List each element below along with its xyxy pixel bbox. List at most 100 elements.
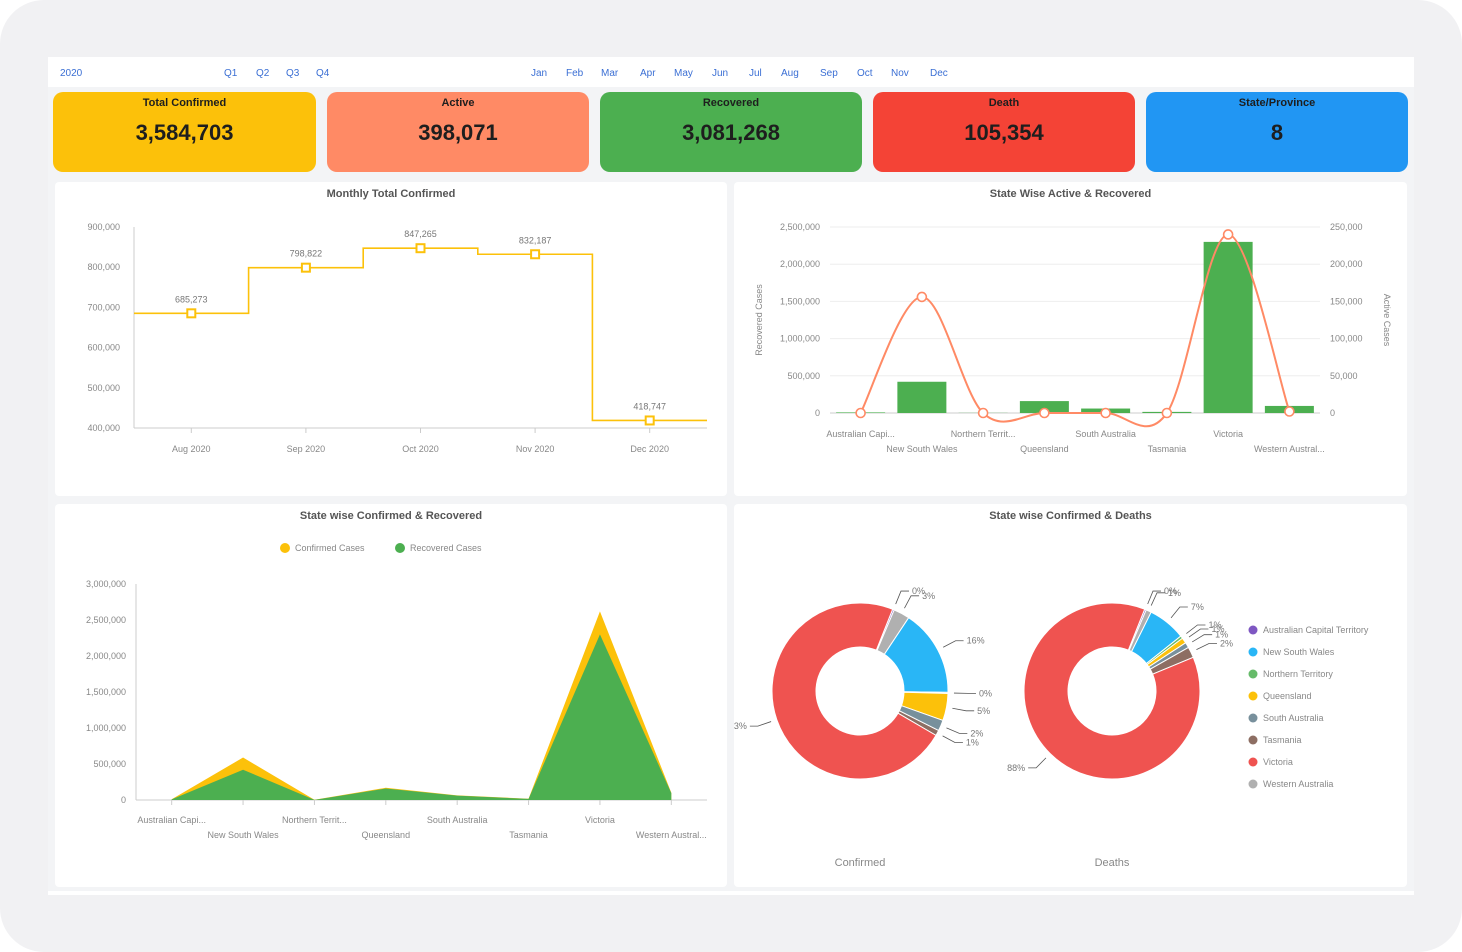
label-leader-line xyxy=(749,721,772,727)
slice-label: 73% xyxy=(734,721,747,731)
panel-title: State Wise Active & Recovered xyxy=(989,188,1152,200)
slice-label: 0% xyxy=(979,688,992,698)
legend-marker xyxy=(1248,779,1258,789)
kpi-label: State/Province xyxy=(1238,97,1316,109)
month-filter-may[interactable]: May xyxy=(674,68,693,79)
x-tick-label: Tasmania xyxy=(509,830,548,840)
legend-label: Recovered Cases xyxy=(410,543,482,553)
data-point xyxy=(186,308,197,319)
legend-label: Tasmania xyxy=(1263,735,1302,745)
x-tick-label: Queensland xyxy=(362,830,411,840)
y-tick-label: 3,000,000 xyxy=(86,579,126,589)
month-filter-nov[interactable]: Nov xyxy=(891,68,909,79)
x-tick-label: New South Wales xyxy=(207,830,279,840)
y-tick-label: 1,500,000 xyxy=(780,296,820,306)
label-leader-line xyxy=(943,640,964,648)
x-tick-label: Oct 2020 xyxy=(402,444,439,454)
slice-label: 1% xyxy=(1168,588,1181,598)
kpi-value: 3,081,268 xyxy=(682,120,780,145)
kpi-total-confirmed[interactable]: Total Confirmed 3,584,703 xyxy=(53,92,316,172)
kpi-label: Active xyxy=(441,97,475,109)
x-tick-label: Tasmania xyxy=(1148,444,1187,454)
x-tick-label: Victoria xyxy=(585,815,615,825)
month-filter-jun[interactable]: Jun xyxy=(712,68,729,79)
x-tick-label: New South Wales xyxy=(886,444,958,454)
legend-label: Queensland xyxy=(1263,691,1312,701)
year-filter[interactable]: 2020 xyxy=(60,68,83,79)
quarter-filter-q3[interactable]: Q3 xyxy=(286,68,300,79)
line-point xyxy=(1222,229,1234,240)
step-line-series xyxy=(134,247,707,422)
y-axis-title: Recovered Cases xyxy=(754,284,764,356)
state-confirmed-recovered-panel: State wise Confirmed & Recovered 3,000,0… xyxy=(55,504,727,887)
legend-marker xyxy=(1248,713,1258,723)
slice-label: 0% xyxy=(912,586,925,596)
legend-marker xyxy=(280,543,290,553)
label-leader-line xyxy=(1147,590,1161,605)
data-label: 847,265 xyxy=(404,229,437,239)
panel-title: State wise Confirmed & Deaths xyxy=(989,510,1152,522)
x-tick-label: Aug 2020 xyxy=(172,444,211,454)
panel-title: Monthly Total Confirmed xyxy=(326,188,456,200)
month-filter-sep[interactable]: Sep xyxy=(820,68,838,79)
y-tick-label: 2,500,000 xyxy=(780,222,820,232)
y-tick-label: 500,000 xyxy=(87,383,120,393)
x-tick-label: Northern Territ... xyxy=(282,815,347,825)
slice-label: 2% xyxy=(1220,639,1233,649)
kpi-state-province[interactable]: State/Province 8 xyxy=(1146,92,1408,172)
donut-slice xyxy=(1023,602,1201,780)
date-filter-bar: 2020 Q1 Q2 Q3 Q4 Jan Feb Mar Apr May Jun… xyxy=(48,57,1414,87)
kpi-active[interactable]: Active 398,071 xyxy=(327,92,589,172)
kpi-value: 105,354 xyxy=(964,120,1044,145)
month-filter-feb[interactable]: Feb xyxy=(566,68,584,79)
y-tick-label: 600,000 xyxy=(87,343,120,353)
y-tick-label: 900,000 xyxy=(87,222,120,232)
quarter-filter-q1[interactable]: Q1 xyxy=(224,68,238,79)
y-tick-label: 0 xyxy=(121,795,126,805)
label-leader-line xyxy=(1170,606,1188,619)
data-label: 798,822 xyxy=(290,249,323,259)
y-tick-label: 2,000,000 xyxy=(780,259,820,269)
y2-axis-title: Active Cases xyxy=(1382,294,1392,347)
slice-label: 1% xyxy=(1215,630,1228,640)
kpi-value: 3,584,703 xyxy=(135,120,234,145)
quarter-filter-q4[interactable]: Q4 xyxy=(316,68,330,79)
x-tick-label: Sep 2020 xyxy=(287,444,326,454)
legend-label: Western Australia xyxy=(1263,779,1333,789)
x-tick-label: Nov 2020 xyxy=(516,444,555,454)
line-point xyxy=(1284,406,1295,417)
legend-label: New South Wales xyxy=(1263,647,1335,657)
legend-marker xyxy=(1248,647,1258,657)
y2-tick-label: 250,000 xyxy=(1330,222,1363,232)
legend-marker xyxy=(1248,625,1258,635)
label-leader-line xyxy=(1028,757,1047,769)
legend-marker xyxy=(1248,757,1258,767)
legend-marker xyxy=(1248,735,1258,745)
slice-label: 1% xyxy=(966,738,979,748)
state-confirmed-recovered-chart: 3,000,000 2,500,000 2,000,000 1,500,000 1,00… xyxy=(86,543,707,840)
bar xyxy=(897,381,947,413)
month-filter-aug[interactable]: Aug xyxy=(781,68,799,79)
label-leader-line xyxy=(942,735,963,743)
state-confirmed-deaths-panel: State wise Confirmed & Deaths 0% 3% 16% 0% 5… xyxy=(734,504,1407,887)
month-filter-jul[interactable]: Jul xyxy=(749,68,762,79)
month-filter-jan[interactable]: Jan xyxy=(531,68,548,79)
quarter-filter-q2[interactable]: Q2 xyxy=(256,68,270,79)
kpi-recovered[interactable]: Recovered 3,081,268 xyxy=(600,92,862,172)
legend-marker xyxy=(1248,691,1258,701)
kpi-death[interactable]: Death 105,354 xyxy=(873,92,1135,172)
y2-tick-label: 100,000 xyxy=(1330,334,1363,344)
state-active-recovered-panel: State Wise Active & Recovered 2,500,000 2… xyxy=(734,182,1407,496)
month-filter-apr[interactable]: Apr xyxy=(640,68,656,79)
data-label: 832,187 xyxy=(519,235,552,245)
month-filter-dec[interactable]: Dec xyxy=(930,68,948,79)
x-tick-label: Queensland xyxy=(1020,444,1069,454)
state-confirmed-deaths-chart: 0%3%16%0%5%2%1%73%Confirmed0%1%7%1%1%1%2… xyxy=(734,586,1369,869)
month-filter-oct[interactable]: Oct xyxy=(857,68,873,79)
kpi-value: 8 xyxy=(1270,120,1284,145)
x-tick-label: Western Austral... xyxy=(1254,444,1325,454)
kpi-label: Death xyxy=(988,97,1020,109)
legend-label: Victoria xyxy=(1263,757,1293,767)
area-series xyxy=(171,634,672,800)
month-filter-mar[interactable]: Mar xyxy=(601,68,619,79)
